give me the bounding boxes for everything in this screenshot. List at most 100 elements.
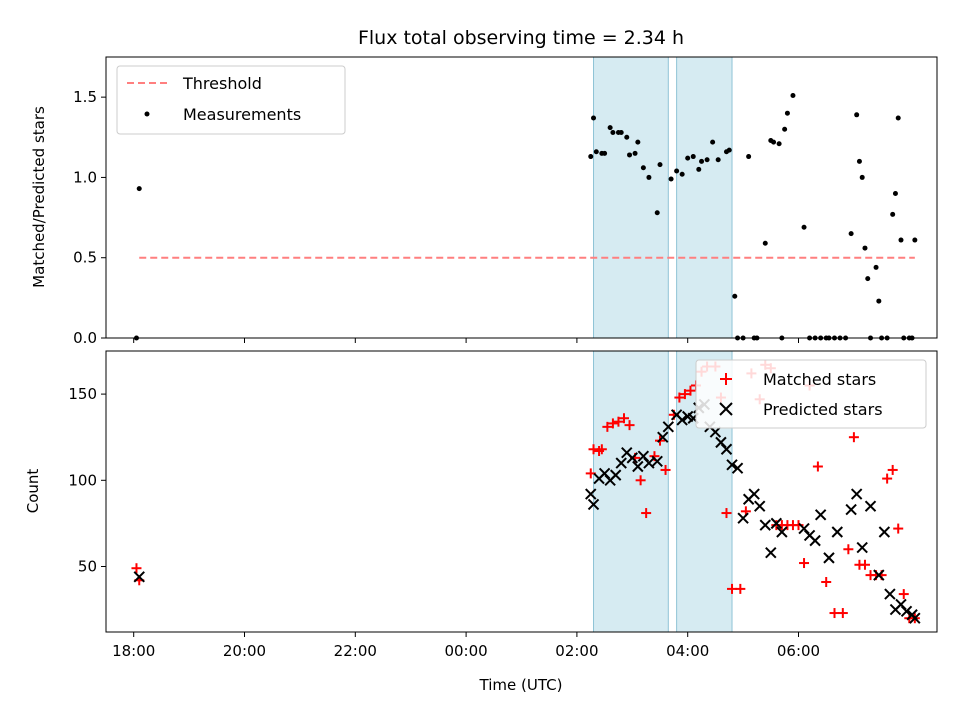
predicted-star-point	[823, 552, 835, 564]
measurement-point	[710, 139, 716, 145]
measurement-point	[618, 129, 624, 135]
bot-ytick-label: 150	[68, 385, 97, 403]
top-shaded-span	[593, 56, 669, 339]
predicted-star-point	[814, 509, 827, 521]
measurement-point	[624, 134, 630, 140]
matched-star-point	[848, 432, 859, 443]
measurement-point	[771, 139, 777, 145]
measurement-point	[876, 298, 882, 304]
matched-star-point	[618, 413, 629, 424]
matched-star-point	[602, 421, 613, 432]
bot-ytick-label: 50	[78, 557, 97, 575]
predicted-star-point	[609, 469, 622, 481]
measurement-point	[784, 110, 790, 116]
bot-xtick-label: 02:00	[555, 642, 598, 660]
measurement-point	[782, 126, 788, 132]
measurement-point	[657, 162, 663, 168]
matched-star-point	[674, 392, 685, 403]
measurement-point	[679, 171, 685, 177]
matched-star-point	[685, 385, 696, 396]
predicted-star-point	[726, 459, 738, 471]
legend-measurements-label: Measurements	[183, 105, 301, 124]
matched-star-point	[735, 583, 746, 594]
top-ylabel: Matched/Predicted stars	[30, 106, 48, 288]
predicted-star-point	[587, 498, 600, 511]
measurement-point	[762, 240, 768, 246]
measurement-point	[640, 165, 646, 171]
measurement-point	[715, 157, 721, 163]
predicted-star-point	[809, 534, 821, 547]
legend-threshold-label: Threshold	[182, 74, 262, 93]
predicted-star-point	[754, 500, 766, 512]
predicted-star-point	[626, 452, 639, 464]
matched-star-point	[607, 418, 618, 429]
measurement-point	[632, 150, 638, 156]
measurement-point	[627, 152, 633, 158]
bot-xtick-label: 04:00	[666, 642, 709, 660]
measurement-point	[136, 186, 142, 192]
predicted-star-point	[643, 457, 655, 469]
measurement-point	[699, 158, 705, 164]
legend-matched-swatch	[720, 373, 732, 385]
legend-measurements-swatch	[144, 111, 150, 117]
measurement-point	[588, 154, 594, 160]
measurement-point	[895, 115, 901, 121]
predicted-star-point	[676, 414, 688, 426]
measurement-point	[704, 157, 710, 163]
bottom-panel: 50 100 150 18:00 20:00 22:00 00:00 02:00 04:00 0…	[24, 350, 938, 694]
measurement-point	[873, 264, 879, 270]
measurement-point	[776, 141, 782, 147]
top-ytick-label: 0.5	[73, 249, 97, 267]
predicted-star-point	[776, 526, 788, 538]
legend-predicted-label: Predicted stars	[763, 400, 883, 419]
top-ytick-label: 1.5	[73, 88, 97, 106]
matched-star-point	[660, 464, 671, 475]
measurement-point	[898, 237, 904, 243]
bottom-legend: Matched stars Predicted stars	[695, 359, 927, 429]
measurement-point	[726, 147, 732, 153]
matched-star-point	[859, 559, 870, 570]
measurement-point	[690, 154, 696, 160]
predicted-star-point	[615, 457, 627, 469]
measurement-point	[856, 158, 862, 164]
measurement-point	[912, 237, 918, 243]
bot-xtick-label: 18:00	[112, 642, 155, 660]
matched-star-point	[641, 508, 652, 519]
predicted-star-point	[770, 517, 783, 530]
measurement-point	[732, 293, 738, 299]
measurement-point	[607, 125, 613, 131]
predicted-star-point	[585, 488, 597, 500]
predicted-star-point	[845, 503, 857, 516]
measurement-point	[890, 211, 896, 217]
matched-star-point	[131, 563, 142, 574]
measurement-point	[862, 245, 868, 251]
bot-ytick-label: 100	[68, 471, 97, 489]
measurement-point	[674, 168, 680, 174]
top-ytick-label: 0.0	[73, 329, 97, 347]
predicted-star-point	[909, 612, 921, 624]
predicted-star-point	[720, 443, 733, 455]
measurement-point	[591, 115, 597, 121]
predicted-star-point	[662, 421, 675, 433]
predicted-star-point	[748, 488, 760, 500]
predicted-star-point	[709, 426, 722, 438]
measurement-point	[892, 190, 898, 196]
predicted-star-point	[765, 546, 777, 559]
measurement-point	[790, 93, 796, 99]
predicted-star-point	[759, 519, 771, 531]
bot-xtick-label: 06:00	[777, 642, 820, 660]
bot-shaded-span	[593, 350, 669, 633]
predicted-star-point	[850, 488, 863, 500]
top-shaded-span	[676, 56, 733, 339]
predicted-star-point	[651, 455, 663, 468]
legend-matched-label: Matched stars	[763, 370, 876, 389]
measurement-point	[685, 155, 691, 161]
matched-star-point	[843, 544, 854, 555]
matched-star-point	[624, 420, 635, 431]
measurement-point	[801, 224, 807, 230]
matched-star-point	[821, 577, 832, 588]
measurement-point	[854, 112, 860, 118]
predicted-star-point	[731, 462, 744, 474]
measurement-point	[654, 210, 660, 216]
